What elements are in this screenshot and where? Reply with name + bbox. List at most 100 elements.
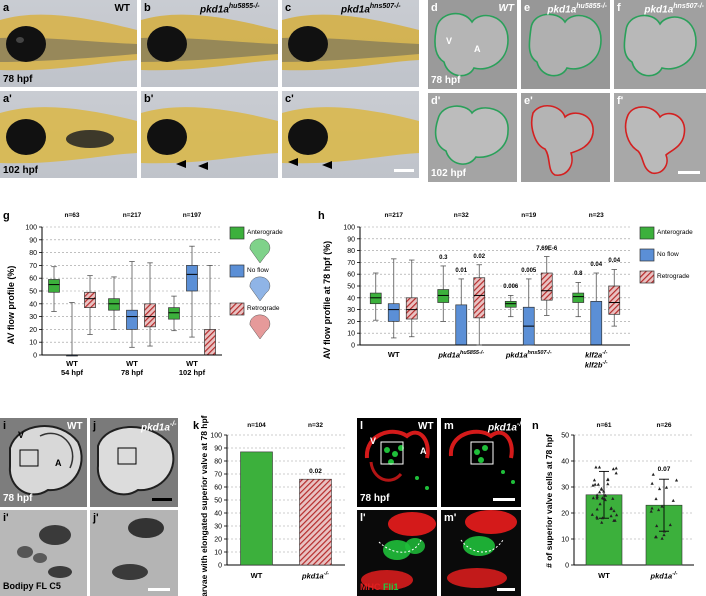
n-label: n=19: [521, 212, 537, 219]
data-point: [595, 494, 599, 498]
n-label: n=104: [247, 422, 266, 429]
chart-k: Larvae with elongated superior valve at …: [199, 415, 345, 596]
panel-letter: m': [444, 512, 457, 524]
y-tick-label: 50: [347, 284, 355, 291]
box-retrograde-box: [608, 285, 621, 315]
panel-letter: a': [3, 93, 12, 105]
data-point: [594, 465, 598, 469]
box-anterograde-box: [504, 300, 517, 308]
larva-image-b: [141, 14, 278, 71]
genotype-label: WT: [114, 3, 130, 14]
chart-n-labels: n=61 WT n=26 pkd1a-/- 0.07: [524, 415, 706, 596]
larva-image-c-prime: [282, 107, 419, 172]
x-category-label: WT: [126, 359, 138, 368]
x-category-label: klf2b-/-: [584, 360, 608, 370]
panel-letter: c: [285, 2, 292, 14]
chamber-label-v: V: [446, 36, 453, 46]
bodipy-image-i-prime: [0, 510, 87, 596]
data-point: [606, 478, 610, 482]
x-category-label: 78 hpf: [120, 368, 144, 377]
larva-panel-a: [0, 0, 137, 87]
bodipy-image-j-prime: [90, 510, 178, 596]
panel-letter: l': [360, 512, 366, 524]
y-tick-label: 90: [214, 446, 222, 453]
fluor-image-l: [357, 418, 437, 507]
genotype-label: WT: [67, 421, 83, 432]
data-point: [593, 482, 597, 486]
heart-image-f-prime: [614, 93, 706, 182]
y-tick-label: 0: [218, 563, 222, 570]
n-label: n=197: [182, 212, 202, 219]
y-tick-label: 30: [29, 314, 37, 321]
y-tick-label: 60: [214, 485, 222, 492]
data-point: [655, 524, 659, 528]
genotype-label: pkd1ahu5855-/-: [547, 3, 607, 16]
chart-h: AV flow profile at 78 hpf (%) 0 10 20 30 40 5…: [322, 225, 655, 359]
y-tick-label: 100: [343, 225, 355, 232]
heart-schematic-icon: [249, 276, 271, 302]
panel-letter: b: [144, 2, 151, 14]
y-tick-label: 20: [29, 327, 37, 334]
marker-red-label: MHC: [360, 582, 381, 592]
y-tick-label: 60: [347, 272, 355, 279]
x-category-label: pkd1a-/-: [650, 571, 678, 581]
chamber-label-v: V: [18, 430, 25, 440]
y-tick-label: 30: [214, 524, 222, 531]
y-tick-label: 70: [347, 260, 355, 267]
panel-letter: a: [3, 2, 10, 14]
panel-letter: m: [444, 420, 454, 432]
data-point: [651, 472, 655, 476]
y-tick-label: 70: [214, 472, 222, 479]
scale-bar: [148, 588, 170, 591]
legend-label: Retrograde: [247, 305, 280, 312]
heart-panel-f-prime: [614, 93, 706, 182]
y-tick-label: 10: [347, 331, 355, 338]
data-point: [603, 498, 607, 502]
larva-image-a: [0, 14, 137, 71]
box-anterograde-box: [369, 292, 382, 305]
p-value-label: 0.04: [608, 258, 621, 265]
stain-label: Bodipy FL C5: [3, 581, 61, 591]
legend-label: Anterograde: [247, 229, 283, 236]
legend-swatch: [639, 248, 655, 262]
y-tick-label: 10: [214, 550, 222, 557]
data-point: [613, 518, 617, 522]
heart-image-f: [614, 0, 706, 89]
stage-label: 78 hpf: [3, 74, 33, 85]
n-label: n=32: [453, 212, 469, 219]
data-point: [595, 496, 599, 500]
y-tick-label: 20: [561, 511, 569, 518]
data-point: [671, 498, 675, 502]
y-tick-label: 0: [565, 563, 569, 570]
heart-image-e: [521, 0, 610, 89]
data-point: [598, 502, 602, 506]
p-value-label: 0.3: [439, 254, 448, 261]
bodipy-panel-j-prime: [90, 510, 178, 596]
p-value-label: 0.01: [455, 267, 468, 274]
data-point: [600, 520, 604, 524]
data-point: [611, 496, 615, 500]
data-point: [597, 465, 602, 469]
larva-image-b-prime: [141, 107, 278, 170]
stage-label: 102 hpf: [431, 168, 467, 179]
data-point: [664, 485, 669, 489]
genotype-label: pkd1a-/-: [488, 421, 524, 434]
x-category-label: pkd1ahu5855-/-: [438, 350, 485, 360]
arrowhead-icon: [322, 161, 332, 169]
chamber-label-a: A: [420, 446, 427, 456]
data-point: [649, 509, 653, 513]
n-label: n=23: [588, 212, 604, 219]
x-category-label: WT: [598, 571, 610, 580]
heart-panel-f: [614, 0, 706, 89]
y-tick-label: 60: [29, 276, 37, 283]
x-category-label: WT: [387, 350, 400, 359]
heart-image-d-prime: [428, 93, 517, 182]
data-point: [654, 535, 658, 539]
data-point: [591, 483, 595, 487]
box-no-flow-box: [126, 309, 138, 330]
panel-letter: i: [3, 420, 7, 432]
stage-label: 78 hpf: [3, 493, 33, 504]
panel-letter: f': [617, 95, 624, 107]
data-point: [674, 478, 679, 482]
scale-bar: [497, 588, 515, 591]
